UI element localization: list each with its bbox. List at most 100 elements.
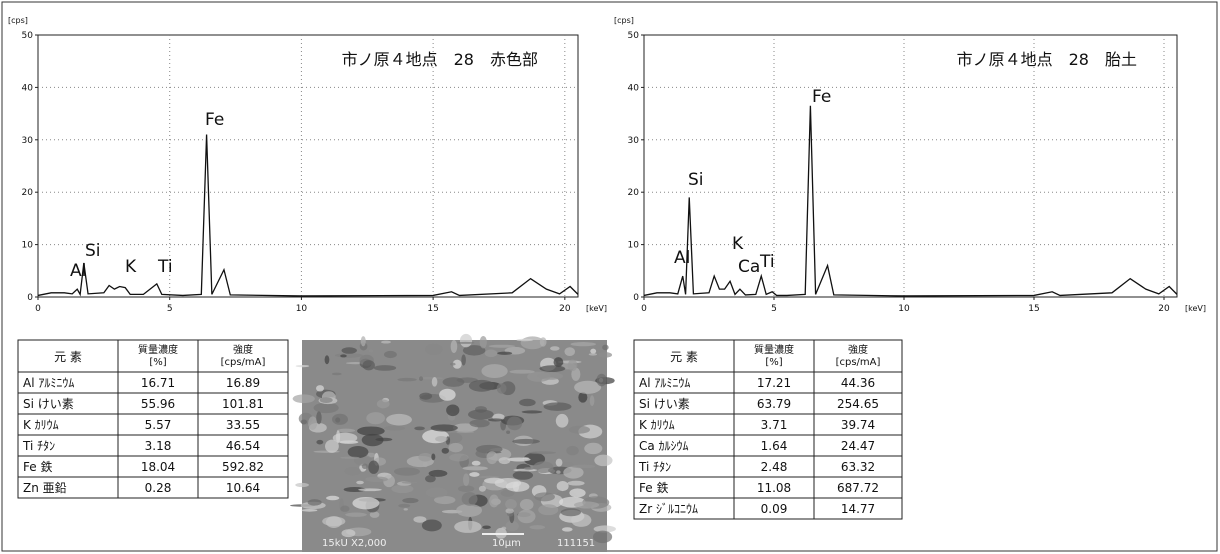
sem-caption-scale: 15kU X2,000 (322, 538, 387, 549)
sem-texture (512, 470, 534, 480)
table-cell: Fe 鉄 (639, 480, 668, 495)
table-cell: 11.08 (757, 481, 791, 495)
sem-texture (469, 419, 490, 428)
table-cell: 3.71 (761, 418, 788, 432)
sem-texture (454, 520, 482, 533)
sem-texture (594, 454, 613, 467)
sem-texture (431, 377, 438, 387)
sem-texture (401, 481, 418, 484)
table-cell: Al ｱﾙﾐﾆｳﾑ (23, 376, 74, 390)
sem-texture (319, 397, 333, 403)
table-cell: Zn 亜鉛 (23, 481, 67, 495)
sem-texture (352, 496, 380, 510)
sem-texture (448, 442, 463, 453)
table-cell: 10.64 (226, 481, 260, 495)
sem-texture (381, 340, 391, 344)
sem-texture (313, 402, 339, 414)
sem-texture (441, 447, 449, 454)
sem-texture (425, 343, 443, 356)
sem-texture (403, 508, 408, 511)
sem-texture (369, 511, 380, 518)
table-header: 質量濃度[%] (754, 343, 794, 368)
sem-texture (589, 395, 595, 407)
table-border (633, 339, 903, 520)
spectrum-line (643, 105, 1178, 297)
sem-texture (479, 335, 487, 349)
sem-texture (295, 482, 309, 488)
sem-texture (386, 413, 412, 426)
sem-texture (462, 466, 488, 471)
sem-texture (368, 460, 380, 474)
table-cell: 24.47 (841, 439, 875, 453)
sem-texture (568, 425, 591, 434)
table-cell: 17.21 (757, 376, 791, 390)
sem-caption-bar: 10μm (492, 538, 521, 549)
sem-texture (471, 460, 481, 466)
sem-texture (592, 530, 613, 544)
y-axis-label: [cps] (8, 16, 28, 25)
y-tick-label: 40 (628, 83, 640, 93)
sem-texture (431, 453, 436, 461)
sem-texture (316, 439, 324, 445)
sem-texture (450, 362, 456, 366)
peak-label: Ti (157, 257, 173, 277)
sem-texture (555, 413, 569, 428)
sem-texture (463, 473, 470, 487)
sem-texture (446, 404, 460, 417)
sem-texture (414, 426, 425, 431)
table-cell: Al ｱﾙﾐﾆｳﾑ (639, 376, 690, 390)
sem-texture (556, 470, 561, 474)
sem-texture (442, 377, 465, 387)
x-tick-label: 10 (296, 304, 308, 314)
sem-texture (324, 355, 330, 365)
sem-texture (573, 501, 600, 509)
sem-texture (373, 365, 397, 371)
sem-texture (439, 388, 456, 401)
sem-texture (325, 439, 339, 453)
sem-texture (484, 349, 498, 358)
sem-texture (295, 364, 310, 368)
sem-texture (347, 446, 369, 459)
x-tick-label: 15 (427, 304, 438, 314)
y-tick-label: 30 (628, 136, 640, 146)
sem-texture (462, 345, 486, 356)
x-tick-label: 20 (1158, 304, 1170, 314)
table-header: 質量濃度[%] (138, 343, 178, 368)
sem-texture (489, 494, 499, 508)
y-tick-label: 40 (22, 83, 34, 93)
sem-texture (556, 480, 569, 492)
table-cell: 46.54 (226, 439, 260, 453)
sem-texture (578, 391, 588, 403)
sem-texture (566, 445, 579, 456)
sem-texture (517, 509, 536, 524)
table-cell: Ti ﾁﾀﾝ (22, 439, 55, 453)
sem-texture (383, 350, 397, 359)
sem-texture (341, 529, 356, 538)
table-cell: 687.72 (837, 481, 879, 495)
sem-texture (325, 516, 342, 528)
table-header: 元 素 (54, 350, 82, 364)
sem-texture (340, 354, 347, 358)
peak-label: K (732, 234, 744, 254)
sem-texture (340, 505, 350, 512)
sem-texture (452, 359, 462, 369)
y-tick-label: 0 (633, 293, 639, 303)
sem-texture (505, 499, 517, 510)
sem-texture (561, 527, 573, 532)
sem-texture (598, 352, 613, 358)
y-tick-label: 10 (22, 241, 34, 251)
y-tick-label: 10 (628, 241, 640, 251)
y-tick-label: 50 (22, 31, 34, 41)
table-cell: 0.09 (761, 502, 788, 516)
y-tick-label: 0 (27, 293, 33, 303)
sem-texture (506, 430, 511, 434)
chart-title: 市ノ原４地点 28 赤色部 (342, 50, 538, 69)
data-table: 元 素 Al ｱﾙﾐﾆｳﾑ Si けい素 K ｶﾘｳﾑ Ca ｶﾙｼｳﾑ Ti ﾁﾀﾝ Fe… (633, 339, 903, 520)
data-table: 元 素 Al ｱﾙﾐﾆｳﾑ Si けい素 K ｶﾘｳﾑ Ti ﾁﾀﾝ Fe 鉄 Zn 亜鉛 質… (17, 339, 289, 499)
y-tick-label: 30 (22, 136, 34, 146)
peak-label: Ti (759, 252, 775, 272)
table-cell: 5.57 (145, 418, 172, 432)
